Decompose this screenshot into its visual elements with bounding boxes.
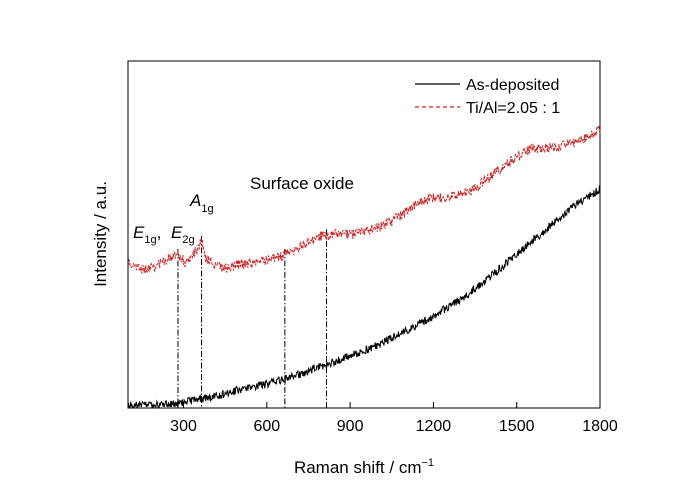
annotation-e1g-suffix: , xyxy=(157,223,162,242)
legend-label-as-deposited: As-deposited xyxy=(466,77,559,94)
x-tick-label: 300 xyxy=(170,418,197,435)
x-axis-ticks: 300 600 900 1200 1500 1800 xyxy=(170,402,618,435)
series-line-as-deposited xyxy=(127,184,601,409)
x-tick-label: 600 xyxy=(253,418,280,435)
x-axis-title-superscript: −1 xyxy=(422,457,435,469)
x-tick-label: 900 xyxy=(337,418,364,435)
x-tick-label: 1800 xyxy=(582,418,618,435)
annotation-e2g: E2g xyxy=(171,223,195,246)
x-axis-title: Raman shift / cm−1 xyxy=(294,457,434,477)
annotation-e2g-base: E xyxy=(171,223,183,242)
x-tick-label: 1200 xyxy=(416,418,452,435)
annotation-a1g-base: A xyxy=(189,191,201,210)
annotation-e1g-sub: 1g xyxy=(144,234,156,246)
annotation-e1g: E1g, xyxy=(133,223,161,246)
legend-label-ti-al: Ti/Al=2.05 : 1 xyxy=(466,100,560,117)
x-tick-label: 1500 xyxy=(499,418,535,435)
annotation-e2g-sub: 2g xyxy=(182,234,194,246)
annotation-surface-oxide: Surface oxide xyxy=(250,174,354,193)
plot-frame xyxy=(127,60,601,409)
annotation-e1g-base: E xyxy=(133,223,145,242)
series-layer xyxy=(127,125,601,409)
annotation-a1g-sub: 1g xyxy=(201,203,213,215)
legend: As-deposited Ti/Al=2.05 : 1 xyxy=(415,77,560,117)
x-axis-title-text: Raman shift / cm xyxy=(294,458,422,477)
series-line-ti-al xyxy=(127,125,601,274)
annotation-a1g: A1g xyxy=(189,191,214,215)
y-axis-title: Intensity / a.u. xyxy=(91,181,110,287)
reference-lines xyxy=(177,229,328,408)
